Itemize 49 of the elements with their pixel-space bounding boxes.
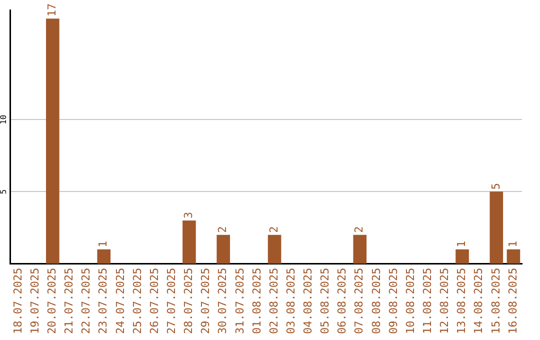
bar [456,249,469,264]
y-tick-label: 10 [0,114,8,124]
x-tick-label: 02.08.2025 [267,268,280,334]
data-label: 5 [489,183,502,190]
data-label: 1 [455,240,468,248]
data-label: 2 [267,226,280,233]
x-tick-label: 03.08.2025 [284,268,298,334]
bar [216,234,230,264]
x-tick-label: 06.08.2025 [336,268,349,334]
x-tick-label: 08.08.2025 [370,268,383,334]
x-tick-label: 24.07.2025 [114,268,127,334]
x-tick-label: 26.07.2025 [148,268,161,334]
data-label: 17 [46,3,59,17]
x-tick-label: 18.07.2025 [11,268,24,334]
x-tick-label: 13.08.2025 [455,268,468,334]
x-tick-label: 22.07.2025 [80,268,93,334]
x-tick-label: 14.08.2025 [472,268,486,334]
x-tick-label: 23.07.2025 [96,268,110,334]
x-tick-label: 07.08.2025 [352,268,366,334]
x-tick-label: 28.07.2025 [182,268,196,334]
data-label: 1 [506,240,520,248]
x-tick-label: 16.08.2025 [506,268,520,334]
x-tick-label: 11.08.2025 [420,268,434,334]
data-label: 3 [182,212,196,219]
x-tick-label: 15.08.2025 [489,268,502,334]
x-tick-label: 21.07.2025 [62,268,76,334]
x-tick-label: 20.07.2025 [46,268,59,334]
data-label: 2 [216,226,230,233]
x-tick-label: 12.08.2025 [438,268,452,334]
x-tick-label: 31.07.2025 [233,268,246,334]
x-tick-label: 01.08.2025 [250,268,264,334]
x-tick-label: 05.08.2025 [318,268,332,334]
x-tick-label: 27.07.2025 [164,268,178,334]
x-tick-label: 09.08.2025 [386,268,400,334]
x-tick-label: 30.07.2025 [216,268,230,334]
bar [490,192,504,264]
x-tick-label: 04.08.2025 [302,268,315,334]
x-tick-label: 19.07.2025 [28,268,42,334]
bar [97,249,111,264]
data-label: 1 [96,240,110,248]
data-label: 2 [352,226,366,233]
x-tick-label: 10.08.2025 [404,268,417,334]
bar [268,234,282,264]
x-tick-label: 25.07.2025 [130,268,144,334]
bar [46,18,60,264]
x-tick-label: 29.07.2025 [199,268,212,334]
bar [353,234,367,264]
bar [182,220,196,264]
bar [506,249,520,264]
